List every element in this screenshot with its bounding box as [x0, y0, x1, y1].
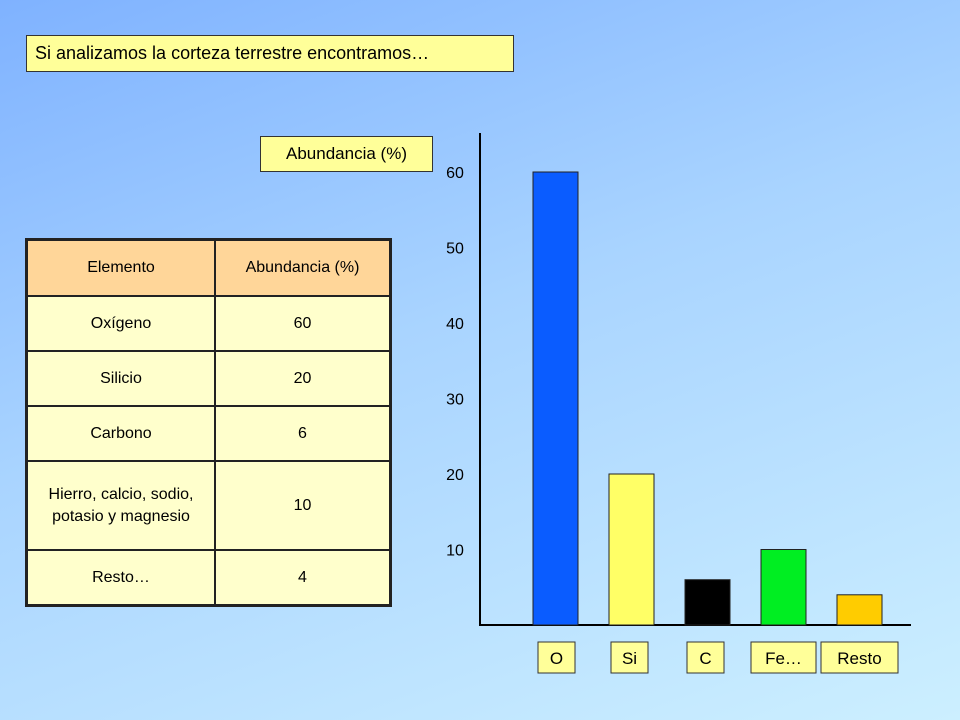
table-cell-abundance: 20 — [214, 350, 391, 407]
table-cell-element: Carbono — [26, 405, 216, 462]
bar-resto — [836, 594, 883, 626]
table-header-element: Elemento — [26, 239, 216, 297]
table-cell-element: Resto… — [26, 549, 216, 606]
chart-ylabel: Abundancia (%) — [260, 136, 433, 172]
table-row: Hierro, calcio, sodio, potasio y magnesi… — [26, 460, 391, 551]
table-cell-element: Oxígeno — [26, 295, 216, 352]
table-header-abundance: Abundancia (%) — [214, 239, 391, 297]
table-row: Oxígeno 60 — [26, 295, 391, 352]
table-header-row: Elemento Abundancia (%) — [26, 239, 391, 297]
bar-fe — [760, 549, 807, 626]
table-row: Silicio 20 — [26, 350, 391, 407]
table-cell-abundance: 6 — [214, 405, 391, 462]
table-cell-abundance: 4 — [214, 549, 391, 606]
x-category-box — [820, 641, 899, 674]
x-tick-label: C — [699, 649, 711, 668]
x-category-box — [750, 641, 817, 674]
x-tick-label: Si — [622, 649, 637, 668]
x-tick-label: Resto — [837, 649, 881, 668]
x-category-box — [537, 641, 576, 674]
table-cell-abundance: 10 — [214, 460, 391, 551]
bar-c — [684, 579, 731, 626]
table-row: Resto… 4 — [26, 549, 391, 606]
x-category-box — [686, 641, 725, 674]
table-cell-element: Silicio — [26, 350, 216, 407]
y-tick-label: 60 — [446, 165, 464, 182]
bar-o — [532, 171, 579, 626]
bar-si — [608, 473, 655, 626]
y-tick-label: 20 — [446, 467, 464, 484]
x-tick-label: O — [550, 649, 563, 668]
abundance-table: Elemento Abundancia (%) Oxígeno 60 Silic… — [26, 239, 391, 606]
y-tick-label: 50 — [446, 241, 464, 258]
table-row: Carbono 6 — [26, 405, 391, 462]
page-title: Si analizamos la corteza terrestre encon… — [26, 35, 514, 72]
x-tick-label: Fe… — [765, 649, 802, 668]
table-cell-abundance: 60 — [214, 295, 391, 352]
x-category-box — [610, 641, 649, 674]
y-tick-label: 10 — [446, 543, 464, 560]
y-tick-label: 30 — [446, 392, 464, 409]
table-cell-element: Hierro, calcio, sodio, potasio y magnesi… — [26, 460, 216, 551]
y-tick-label: 40 — [446, 316, 464, 333]
